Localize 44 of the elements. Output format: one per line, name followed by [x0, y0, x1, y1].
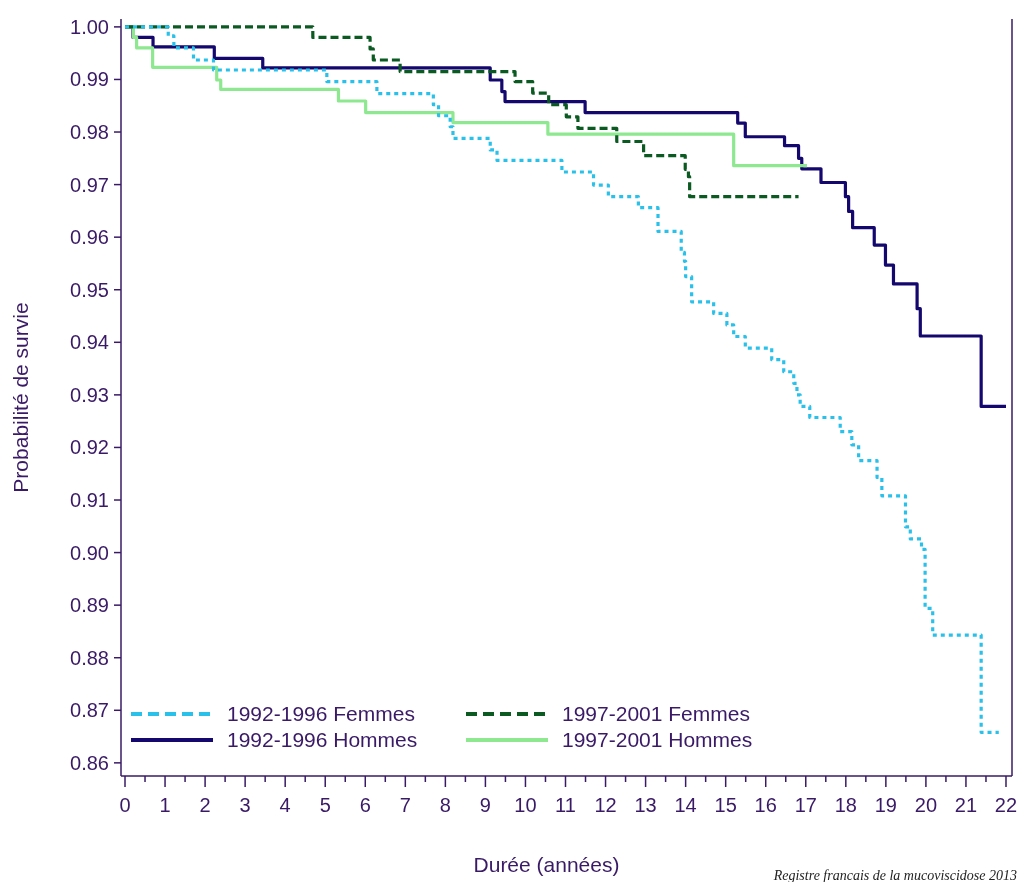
- legend-label: 1992-1996 Femmes: [227, 702, 415, 726]
- y-tick-label: 0.94: [70, 331, 109, 354]
- y-tick-label: 0.89: [70, 594, 109, 617]
- x-tick-label: 7: [399, 794, 411, 816]
- y-axis-title: Probabilité de survie: [9, 302, 32, 493]
- x-tick-label: 21: [954, 794, 978, 816]
- x-tick-label: 12: [594, 794, 617, 816]
- x-tick-label: 4: [279, 794, 291, 816]
- legend-label: 1997-2001 Femmes: [562, 702, 750, 726]
- y-tick-label: 0.93: [70, 383, 109, 406]
- y-tick-label: 0.92: [70, 436, 109, 459]
- legend-label: 1997-2001 Hommes: [562, 728, 753, 752]
- y-tick-label: 0.90: [70, 541, 109, 564]
- y-tick-label: 0.86: [70, 751, 109, 774]
- y-tick-label: 0.87: [70, 699, 109, 722]
- x-tick-label: 3: [239, 794, 251, 816]
- legend-label: 1992-1996 Hommes: [227, 728, 418, 752]
- x-tick-label: 15: [714, 794, 737, 816]
- y-tick-label: 0.96: [70, 226, 109, 249]
- x-axis-title: Durée (années): [473, 853, 620, 876]
- x-tick-label: 19: [874, 794, 897, 816]
- x-tick-label: 11: [555, 794, 576, 816]
- x-tick-label: 5: [319, 794, 331, 816]
- y-tick-label: 1.00: [70, 15, 109, 38]
- x-tick-label: 1: [159, 794, 171, 816]
- x-tick-label: 2: [199, 794, 211, 816]
- x-tick-label: 8: [439, 794, 451, 816]
- x-tick-label: 16: [754, 794, 777, 816]
- y-tick-label: 0.91: [70, 489, 109, 512]
- y-tick-label: 0.97: [70, 173, 109, 196]
- x-tick-label: 14: [674, 794, 697, 816]
- y-tick-label: 0.99: [70, 68, 109, 91]
- y-tick-label: 0.88: [70, 646, 109, 669]
- x-tick-label: 22: [994, 794, 1018, 816]
- x-tick-label: 0: [119, 794, 131, 816]
- x-tick-label: 17: [794, 794, 817, 816]
- y-tick-label: 0.98: [70, 121, 109, 144]
- x-tick-label: 18: [834, 794, 857, 816]
- x-tick-label: 20: [914, 794, 938, 816]
- x-tick-label: 10: [514, 794, 537, 816]
- x-tick-label: 6: [359, 794, 371, 816]
- x-tick-label: 13: [634, 794, 657, 816]
- x-tick-label: 9: [479, 794, 491, 816]
- y-tick-label: 0.95: [70, 278, 109, 301]
